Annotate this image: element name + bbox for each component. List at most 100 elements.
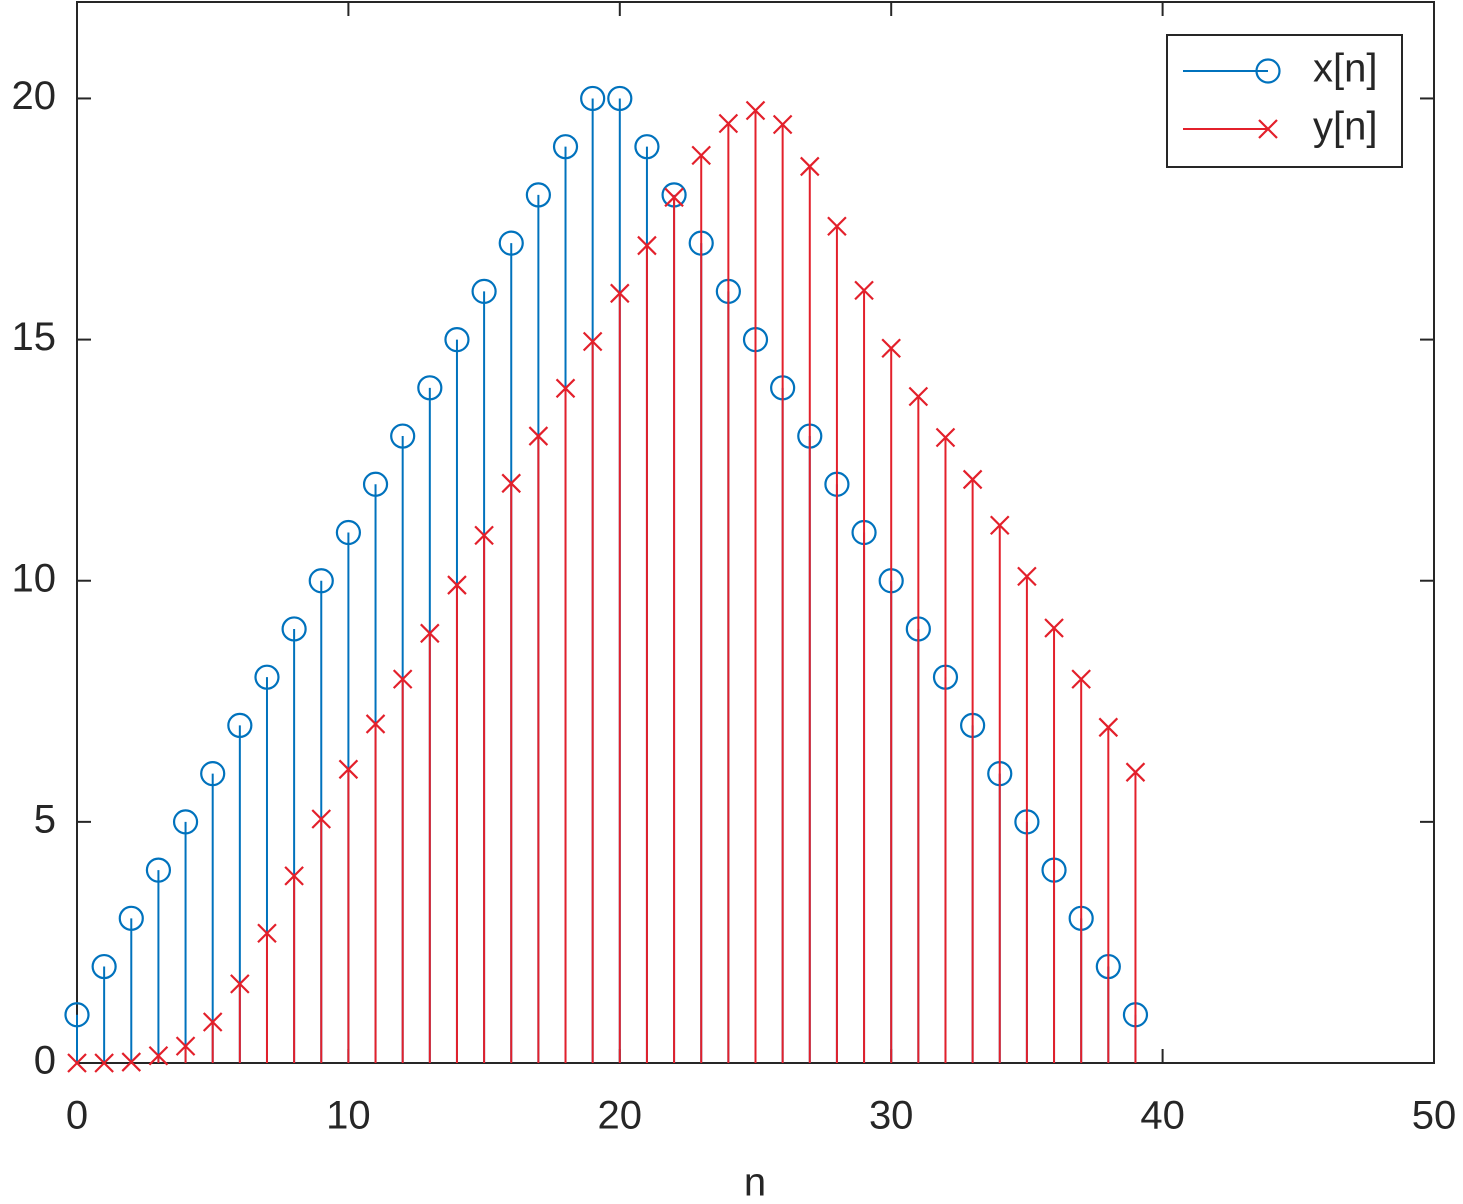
- x-axis-label: n: [744, 1161, 766, 1204]
- stem: [338, 759, 359, 1063]
- marker: [1017, 566, 1037, 587]
- marker: [474, 525, 494, 546]
- stem: [91, 953, 117, 1063]
- marker: [311, 809, 332, 829]
- stem: [365, 714, 386, 1063]
- stem: [827, 216, 847, 1063]
- stem: [908, 386, 929, 1063]
- legend-box: [1166, 34, 1403, 168]
- stem: [121, 1052, 142, 1072]
- marker: [555, 378, 576, 399]
- marker: [582, 331, 603, 352]
- marker: [390, 423, 416, 449]
- marker: [552, 134, 579, 160]
- stem: [200, 761, 226, 1063]
- stem: [772, 114, 793, 1063]
- marker: [175, 1036, 196, 1056]
- stem: [718, 113, 739, 1063]
- marker: [634, 134, 660, 160]
- stem: [311, 809, 332, 1063]
- marker: [1258, 119, 1278, 139]
- stem: [145, 857, 172, 1063]
- marker: [447, 575, 467, 595]
- legend-label: x[n]: [1313, 47, 1377, 91]
- stem: [175, 1036, 196, 1063]
- marker: [1044, 618, 1064, 638]
- marker: [664, 187, 684, 208]
- x-tick-label: 30: [869, 1094, 914, 1138]
- stem: [392, 669, 413, 1063]
- marker: [1125, 762, 1146, 782]
- marker: [94, 1053, 114, 1073]
- stem: [420, 623, 440, 1063]
- stem: [64, 1002, 90, 1063]
- marker: [67, 1053, 87, 1073]
- stem: [881, 338, 901, 1063]
- marker: [335, 519, 361, 546]
- stem: [691, 145, 711, 1063]
- marker: [528, 426, 549, 446]
- stem: [172, 809, 199, 1063]
- marker: [501, 473, 522, 494]
- stem: [118, 905, 144, 1063]
- marker: [800, 156, 820, 177]
- x-tick-label: 10: [326, 1094, 371, 1138]
- stem: [610, 283, 630, 1063]
- marker: [1071, 669, 1091, 689]
- marker: [365, 714, 386, 734]
- x-tick-label: 0: [66, 1094, 88, 1138]
- stem: [94, 1053, 114, 1073]
- y-tick-label: 5: [34, 797, 56, 841]
- stem: [745, 100, 766, 1063]
- marker: [148, 1045, 169, 1066]
- y-tick-label: 0: [34, 1039, 56, 1083]
- legend-label: y[n]: [1313, 105, 1377, 149]
- x-tick-label: 50: [1412, 1094, 1457, 1138]
- marker: [121, 1052, 142, 1072]
- marker: [91, 953, 117, 980]
- marker: [881, 338, 901, 359]
- marker: [64, 1002, 90, 1028]
- marker: [417, 375, 443, 401]
- marker: [908, 386, 929, 407]
- marker: [691, 145, 711, 166]
- stem: [528, 426, 549, 1063]
- stem: [854, 280, 874, 1063]
- marker: [420, 623, 440, 644]
- marker: [172, 809, 199, 835]
- marker: [607, 85, 633, 112]
- stem: [1071, 669, 1091, 1063]
- stem: [257, 923, 277, 1063]
- marker: [392, 669, 413, 689]
- marker: [498, 230, 524, 256]
- stem: [989, 515, 1010, 1063]
- marker: [281, 616, 307, 642]
- marker: [610, 283, 630, 304]
- y-tick-label: 20: [12, 74, 57, 118]
- marker: [444, 326, 470, 353]
- marker: [772, 114, 793, 135]
- stem: [935, 427, 956, 1063]
- y-tick-label: 15: [12, 315, 57, 359]
- marker: [989, 515, 1010, 536]
- marker: [827, 216, 847, 237]
- marker: [854, 280, 874, 301]
- stem: [800, 156, 820, 1063]
- marker: [145, 857, 172, 883]
- stem: [501, 473, 522, 1063]
- marker: [284, 866, 304, 886]
- marker: [118, 905, 144, 931]
- stem: [664, 187, 684, 1063]
- marker: [580, 85, 606, 112]
- marker: [718, 113, 739, 134]
- marker: [471, 278, 497, 304]
- marker: [338, 759, 359, 780]
- x-tick-label: 20: [598, 1094, 643, 1138]
- stem: [582, 331, 603, 1063]
- stem: [637, 235, 657, 1063]
- marker: [308, 568, 334, 594]
- stem: [447, 575, 467, 1063]
- marker: [1255, 58, 1281, 84]
- marker: [257, 923, 277, 944]
